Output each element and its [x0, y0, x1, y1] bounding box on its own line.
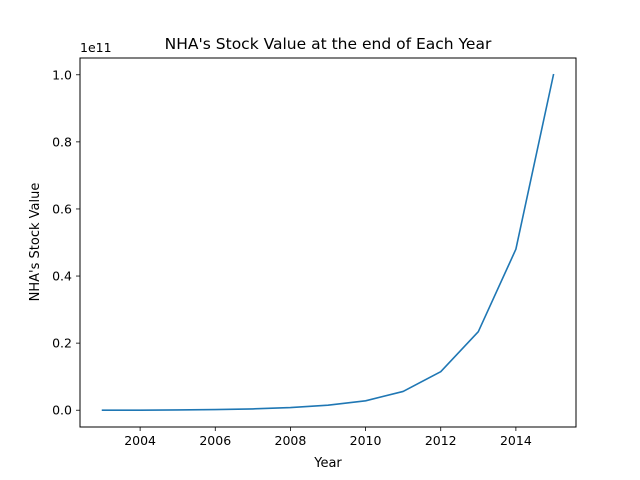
x-tick-label-2010: 2010	[350, 433, 382, 448]
y-tick-label-0: 0.0	[52, 403, 72, 418]
x-tick-label-2012: 2012	[425, 433, 457, 448]
x-tick-label-2014: 2014	[500, 433, 532, 448]
y-tick-label-5: 1.0	[52, 67, 72, 82]
x-tick-label-2006: 2006	[199, 433, 231, 448]
x-tick-label-2008: 2008	[275, 433, 307, 448]
y-tick-label-3: 0.6	[52, 201, 72, 216]
x-axis-label: Year	[313, 456, 342, 471]
plot-frame	[79, 57, 577, 428]
y-tick-label-1: 0.2	[52, 336, 72, 351]
y-axis-offset-label: 1e11	[80, 40, 112, 55]
series-line-0	[101, 73, 555, 412]
x-tick-label-2004: 2004	[124, 433, 156, 448]
y-tick-label-2: 0.4	[52, 269, 72, 284]
plot-layer: 2004 2006 2008 2010 2012 2014 0.0 0.2 0.4 0.6 0.8 1…	[52, 57, 577, 448]
y-tick-label-4: 0.8	[52, 134, 72, 149]
chart-title: NHA's Stock Value at the end of Each Yea…	[165, 35, 492, 53]
y-axis-label: NHA's Stock Value	[28, 183, 43, 302]
